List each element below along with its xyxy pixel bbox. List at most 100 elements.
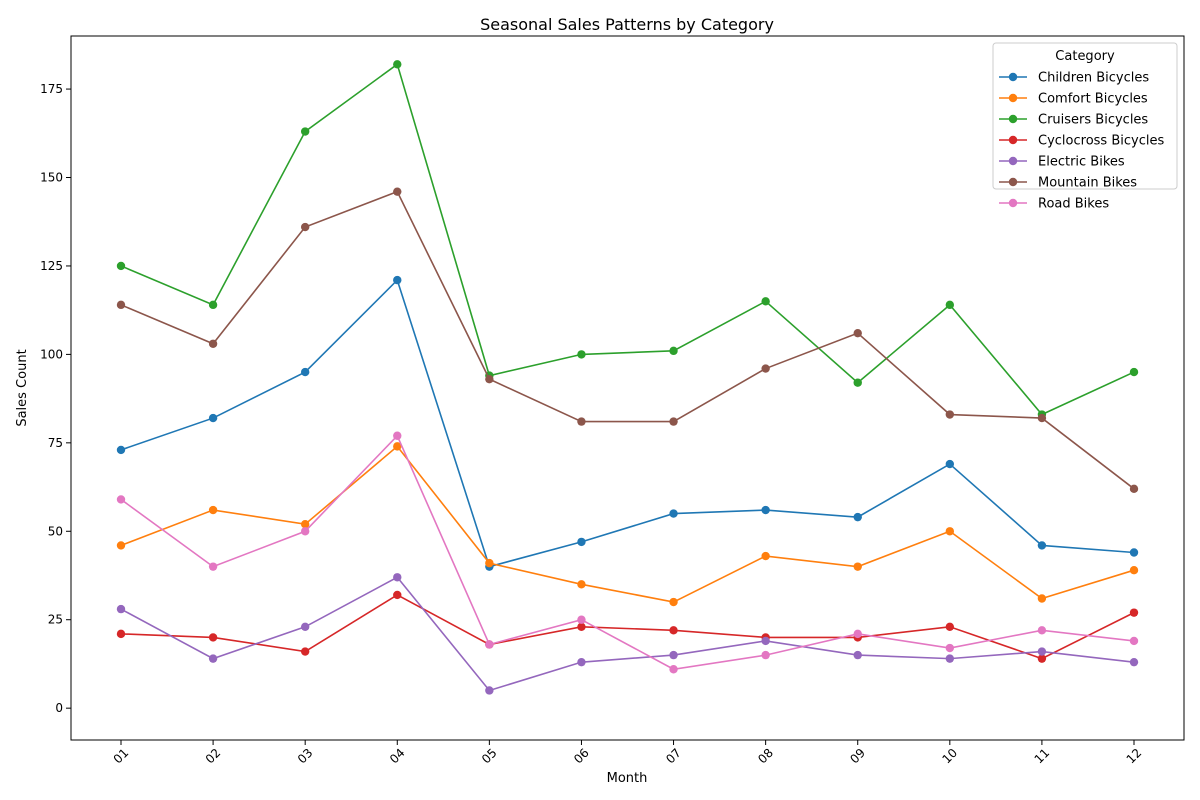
series-line-road-bikes (120, 434, 1135, 671)
series-line-cyclocross-bicycles (120, 594, 1135, 660)
data-point-road-bikes (761, 650, 770, 660)
series-line-cruisers-bicycles (120, 62, 1135, 416)
series-comfort-bicycles (116, 442, 1139, 607)
data-point-children-bicycles (208, 413, 218, 423)
data-point-comfort-bicycles (208, 505, 218, 515)
data-point-electric-bikes (577, 657, 586, 667)
legend-entry: Children Bicycles (999, 71, 1149, 86)
plot-frame (70, 35, 1185, 741)
x-tick-label: 06 (571, 746, 592, 767)
data-point-cyclocross-bicycles (208, 633, 218, 642)
legend-entry: Electric Bikes (999, 155, 1125, 170)
data-point-cyclocross-bicycles (116, 629, 126, 639)
data-point-comfort-bicycles (1129, 565, 1139, 575)
y-axis: 0 25 50 75 100 125 150 175 (40, 82, 71, 715)
data-point-children-bicycles (1037, 541, 1047, 550)
data-point-children-bicycles (300, 367, 310, 377)
data-point-road-bikes (1037, 626, 1047, 635)
y-tick-label: 100 (40, 347, 63, 361)
data-point-electric-bikes (761, 636, 770, 646)
legend-label: Road Bikes (1038, 197, 1109, 212)
data-point-road-bikes (669, 665, 678, 674)
y-tick-label: 125 (40, 259, 63, 273)
data-point-cyclocross-bicycles (300, 647, 310, 656)
data-point-comfort-bicycles (761, 551, 770, 561)
series-line-electric-bikes (120, 576, 1135, 692)
legend-label: Comfort Bicycles (1038, 92, 1148, 107)
x-tick-label: 11 (1032, 746, 1053, 767)
data-point-comfort-bicycles (945, 527, 955, 536)
data-point-road-bikes (393, 431, 402, 440)
legend-box (992, 42, 1178, 190)
y-tick-label: 175 (40, 82, 63, 96)
chart-title: Seasonal Sales Patterns by Category (480, 15, 774, 34)
plot-area (116, 60, 1139, 695)
legend-entry: Cyclocross Bicycles (999, 134, 1164, 149)
legend-marker (1008, 93, 1018, 103)
data-point-cruisers-bicycles (1129, 367, 1139, 377)
data-point-road-bikes (945, 643, 955, 653)
data-point-road-bikes (485, 640, 494, 649)
x-tick-label: 02 (203, 746, 224, 767)
data-point-road-bikes (577, 615, 586, 624)
data-point-children-bicycles (853, 512, 862, 522)
data-point-cyclocross-bicycles (669, 626, 678, 635)
data-point-mountain-bikes (393, 187, 402, 196)
data-point-mountain-bikes (945, 410, 955, 419)
data-point-electric-bikes (485, 686, 494, 695)
data-point-cruisers-bicycles (577, 350, 586, 359)
data-point-mountain-bikes (485, 374, 494, 384)
data-point-comfort-bicycles (853, 562, 862, 571)
series-cyclocross-bicycles (116, 590, 1139, 663)
data-point-cyclocross-bicycles (1037, 654, 1047, 663)
data-point-cruisers-bicycles (300, 127, 310, 136)
legend-entry: Comfort Bicycles (999, 92, 1148, 107)
data-point-road-bikes (853, 629, 862, 639)
legend-marker (1008, 177, 1018, 187)
data-point-comfort-bicycles (485, 558, 494, 568)
y-tick-label: 50 (48, 524, 63, 538)
x-tick-label: 09 (847, 746, 868, 767)
legend-title: Category (1055, 49, 1115, 64)
data-point-comfort-bicycles (300, 520, 310, 529)
series-children-bicycles (116, 275, 1139, 571)
series-mountain-bikes (116, 187, 1139, 494)
data-point-comfort-bicycles (669, 597, 678, 607)
data-point-comfort-bicycles (393, 442, 402, 451)
data-point-mountain-bikes (669, 417, 678, 426)
data-point-mountain-bikes (577, 417, 586, 426)
series-cruisers-bicycles (116, 60, 1139, 419)
data-point-cyclocross-bicycles (577, 622, 586, 631)
data-point-children-bicycles (577, 537, 586, 547)
x-tick-label: 08 (755, 746, 776, 767)
x-tick-label: 12 (1124, 746, 1145, 767)
x-axis: 01 02 03 04 05 06 07 08 09 10 11 12 (111, 740, 1145, 767)
legend: Category Children Bicycles Comfort Bicycl… (992, 42, 1178, 212)
series-line-mountain-bikes (120, 190, 1135, 490)
legend-marker (1008, 72, 1018, 82)
data-point-road-bikes (208, 562, 218, 571)
data-point-road-bikes (1129, 636, 1139, 646)
legend-entry: Road Bikes (999, 197, 1109, 212)
legend-marker (1008, 135, 1018, 145)
x-axis-label: Month (607, 771, 648, 786)
data-point-mountain-bikes (208, 339, 218, 348)
legend-label: Cyclocross Bicycles (1038, 134, 1164, 149)
data-point-mountain-bikes (761, 364, 770, 373)
data-point-children-bicycles (1129, 548, 1139, 557)
data-point-electric-bikes (669, 650, 678, 660)
data-point-mountain-bikes (853, 328, 862, 338)
y-tick-label: 150 (40, 171, 63, 185)
data-point-children-bicycles (116, 445, 126, 455)
data-point-mountain-bikes (1129, 484, 1139, 494)
legend-label: Electric Bikes (1038, 155, 1125, 170)
data-point-children-bicycles (393, 275, 402, 285)
data-point-road-bikes (300, 527, 310, 536)
data-point-mountain-bikes (116, 300, 126, 310)
y-tick-label: 25 (48, 613, 63, 627)
data-point-electric-bikes (300, 622, 310, 631)
data-point-cyclocross-bicycles (1129, 608, 1139, 617)
data-point-cruisers-bicycles (669, 346, 678, 356)
data-point-electric-bikes (853, 650, 862, 660)
